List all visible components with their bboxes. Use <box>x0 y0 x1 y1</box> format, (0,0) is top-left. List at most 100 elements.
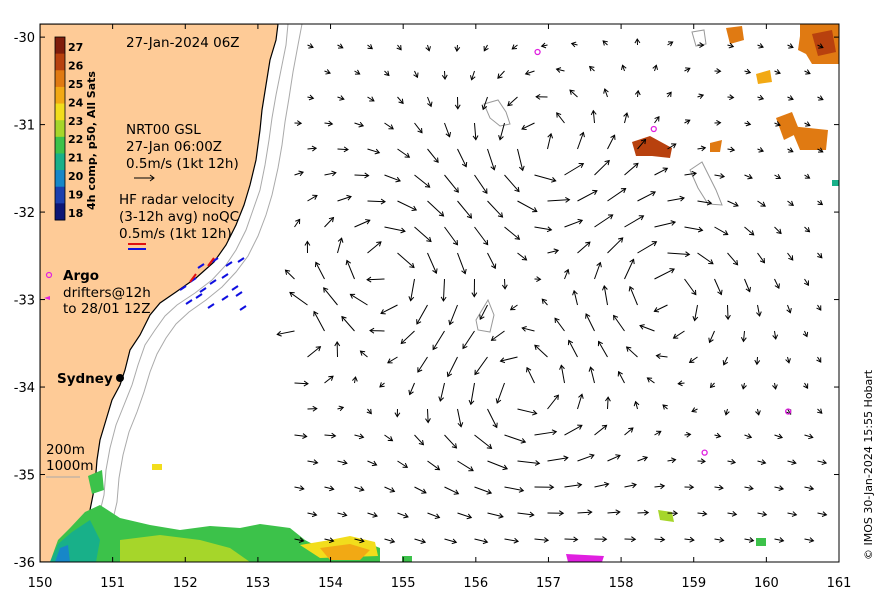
current-arrow <box>337 238 343 254</box>
current-arrow-head <box>308 43 314 49</box>
radar-vector <box>221 295 229 301</box>
current-arrow-head <box>601 424 608 430</box>
current-arrow <box>547 457 568 462</box>
radar-vector <box>211 257 219 263</box>
current-arrow <box>474 174 488 194</box>
current-arrow-head <box>643 509 650 516</box>
current-arrow-head <box>461 161 468 168</box>
current-arrow-head <box>312 459 319 466</box>
current-arrow-head <box>416 319 422 325</box>
current-arrow <box>547 394 559 410</box>
colorbar-tick-label: 27 <box>68 41 83 54</box>
current-arrow-head <box>372 512 378 518</box>
current-arrow <box>367 44 373 50</box>
current-arrow <box>367 512 378 517</box>
current-arrow-head <box>474 369 480 376</box>
current-arrow-head <box>788 255 794 261</box>
svg-text:to 28/01 12Z: to 28/01 12Z <box>63 301 150 317</box>
current-arrow <box>639 325 655 332</box>
current-arrow <box>804 330 808 337</box>
current-arrow <box>337 148 349 151</box>
current-arrow-head <box>607 214 614 220</box>
current-arrow-head <box>328 375 334 381</box>
current-arrow-head <box>817 408 823 414</box>
current-arrow <box>714 486 724 489</box>
current-arrow <box>804 122 811 127</box>
current-arrow <box>427 512 440 519</box>
current-arrow <box>757 252 765 263</box>
current-arrow-head <box>567 339 574 346</box>
current-arrow-head <box>775 69 781 75</box>
current-arrow-head <box>492 422 498 429</box>
current-arrow <box>774 486 784 490</box>
current-arrow-head <box>596 261 602 268</box>
current-arrow <box>714 174 725 178</box>
current-arrow <box>324 486 334 490</box>
current-arrow <box>504 226 520 240</box>
current-arrow <box>626 346 638 358</box>
current-arrow <box>457 252 466 274</box>
current-arrow-head <box>313 310 319 317</box>
x-tick-label: 150 <box>28 576 53 591</box>
current-arrow <box>482 96 488 110</box>
current-arrow <box>367 278 385 281</box>
current-arrow-head <box>587 509 593 516</box>
gsl-legend: NRT00 GSL 27-Jan 06:00Z 0.5m/s (1kt 12h) <box>126 122 239 182</box>
current-arrow <box>397 44 402 51</box>
current-arrow-head <box>329 485 335 492</box>
current-arrow-head <box>342 459 348 466</box>
colorbar-tick-label: 23 <box>68 115 83 128</box>
current-arrow <box>504 174 520 192</box>
current-arrow <box>654 304 668 312</box>
current-arrow <box>447 356 458 377</box>
current-arrow-head <box>553 248 560 255</box>
current-arrow-head <box>413 72 419 79</box>
current-arrow-head <box>534 344 540 350</box>
current-arrow <box>714 434 721 437</box>
colorbar-tick-label: 21 <box>68 152 83 165</box>
current-arrow-head <box>772 334 779 340</box>
current-arrow-head <box>482 538 489 545</box>
current-arrow-head <box>628 285 635 292</box>
current-arrow <box>602 40 608 46</box>
current-arrow <box>694 304 698 321</box>
current-arrow-head <box>452 240 459 246</box>
current-arrow <box>380 304 398 314</box>
current-arrow <box>397 200 417 211</box>
current-arrow-head <box>555 67 562 73</box>
current-arrow <box>817 408 823 414</box>
current-arrow <box>727 304 729 320</box>
current-arrow-head <box>688 357 695 363</box>
svg-text:(3-12h avg) noQC: (3-12h avg) noQC <box>119 209 239 225</box>
current-arrow-head <box>684 251 691 258</box>
current-arrow-head <box>509 305 516 311</box>
current-arrow <box>667 91 672 98</box>
current-arrow <box>367 408 372 414</box>
current-arrow <box>637 191 656 202</box>
current-arrow-head <box>669 268 675 274</box>
current-arrow-head <box>640 138 647 145</box>
current-arrow <box>774 278 780 289</box>
current-arrow <box>590 367 595 384</box>
current-arrow <box>487 512 504 518</box>
current-arrow-head <box>775 121 781 127</box>
current-arrow-head <box>671 457 677 464</box>
current-arrow <box>592 110 595 124</box>
current-arrow-head <box>576 482 583 489</box>
current-arrow-head <box>376 241 382 247</box>
current-arrow <box>387 356 398 364</box>
current-arrow-head <box>341 511 348 518</box>
current-arrow <box>727 252 738 266</box>
current-arrow <box>427 200 444 217</box>
radar-vector <box>189 273 197 283</box>
current-arrow-head <box>451 538 458 545</box>
current-arrow-head <box>403 512 409 519</box>
current-arrow <box>714 278 722 295</box>
current-arrow <box>367 241 382 254</box>
current-arrow-head <box>359 537 365 544</box>
current-arrow-head <box>338 43 344 49</box>
colorbar-tick-label: 18 <box>68 207 83 220</box>
current-arrow <box>787 44 794 48</box>
current-arrow-head <box>700 145 707 152</box>
current-arrow <box>727 96 734 99</box>
